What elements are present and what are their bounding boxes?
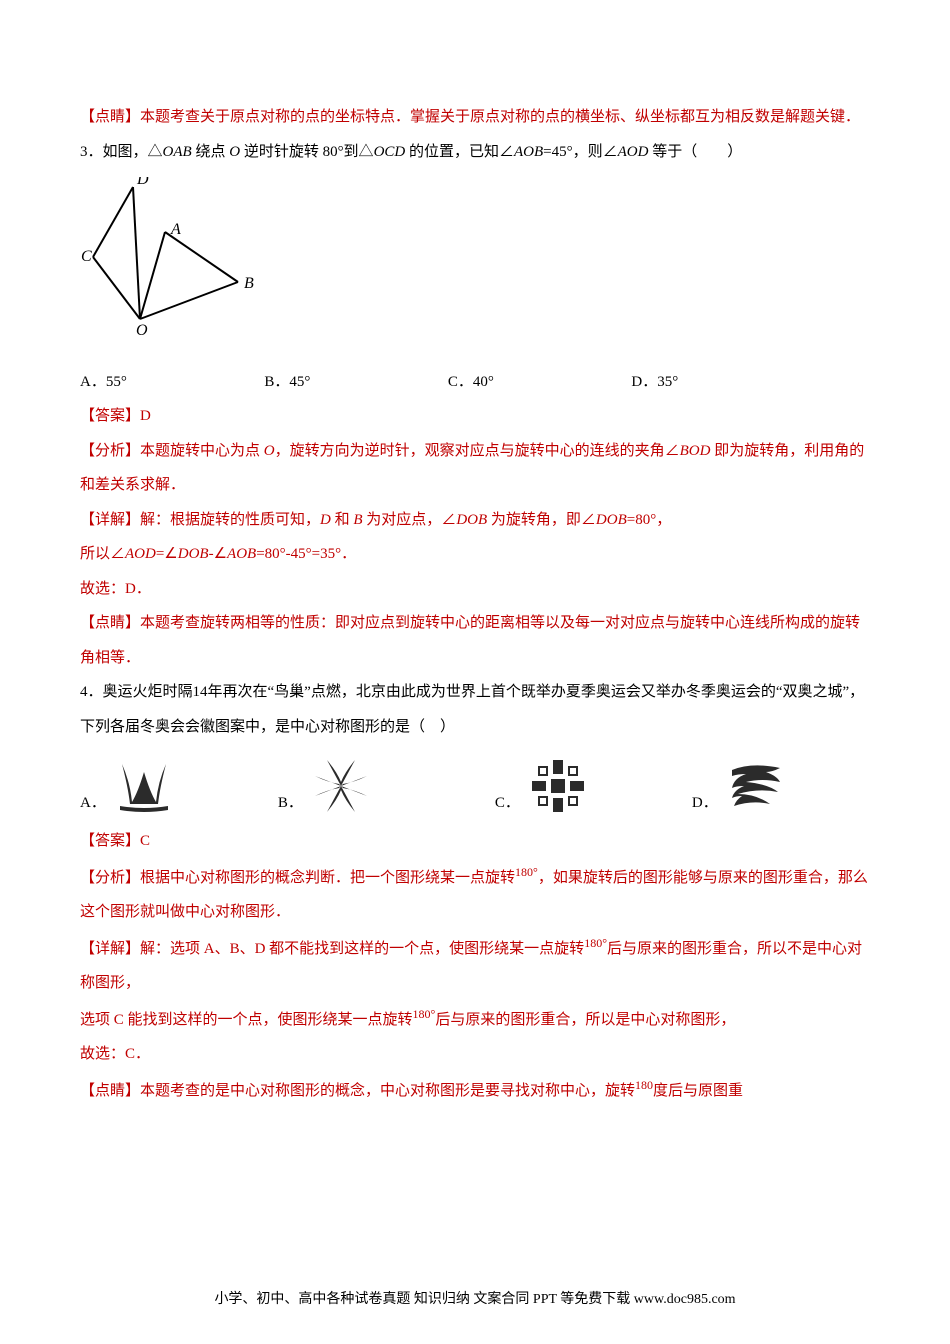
ana4-ang: 180°	[515, 865, 538, 879]
select-3: 故选：D．	[80, 572, 870, 607]
logo-b	[307, 752, 375, 820]
tip4-pre: 【点睛】本题考查的是中心对称图形的概念，中心对称图形是要寻找对称中心，旋转	[80, 1083, 635, 1099]
q3-aob: AOB	[514, 144, 543, 160]
d4l2a: 选项 C 能找到这样的一个点，使图形绕某一点旋转	[80, 1012, 413, 1028]
logo-c	[524, 752, 592, 820]
tip-3: 【点睛】本题考查旋转两相等的性质：即对应点到旋转中心的距离相等以及每一对对应点与…	[80, 606, 870, 675]
d3l1a: 【详解】解：根据旋转的性质可知，	[80, 512, 320, 528]
logo-a	[110, 752, 178, 820]
ana3-bod: BOD	[680, 443, 711, 459]
tip4-ang: 180	[635, 1078, 653, 1092]
analysis-3: 【分析】本题旋转中心为点 O，旋转方向为逆时针，观察对应点与旋转中心的连线的夹角…	[80, 434, 870, 503]
ana3-m1: ，旋转方向为逆时针，观察对应点与旋转中心的连线的夹角∠	[275, 443, 680, 459]
d3B: B	[353, 512, 362, 528]
q3-te: =45°，则∠	[543, 144, 617, 160]
analysis-4: 【分析】根据中心对称图形的概念判断．把一个图形绕某一点旋转180°，如果旋转后的…	[80, 859, 870, 930]
q4-text: 奥运火炬时隔14年再次在“鸟巢”点燃，北京由此成为世界上首个既举办夏季奥运会又举…	[80, 684, 864, 735]
opt4-C-label: C．	[495, 786, 520, 821]
q3-options: A．55° B．45° C．40° D．35°	[80, 365, 870, 400]
ana3-o: O	[264, 443, 275, 459]
q4-options-row: A． B．	[80, 752, 870, 820]
q3-tf: 等于（ ）	[648, 144, 742, 160]
d3l1c: 为对应点，∠	[363, 512, 457, 528]
tip-4: 【点睛】本题考查的是中心对称图形的概念，中心对称图形是要寻找对称中心，旋转180…	[80, 1072, 870, 1109]
d4a2: 180°	[413, 1007, 436, 1021]
select-4: 故选：C．	[80, 1037, 870, 1072]
detail-4-l1: 【详解】解：选项 A、B、D 都不能找到这样的一个点，使图形绕某一点旋转180°…	[80, 930, 870, 1001]
q3-tb: 绕点	[192, 144, 230, 160]
logo-d	[722, 752, 790, 820]
q4-num: 4．	[80, 684, 103, 700]
d4l2b: 后与原来的图形重合，所以是中心对称图形，	[435, 1012, 735, 1028]
d3aob: AOB	[227, 546, 256, 562]
d3l1e: =80°，	[627, 512, 671, 528]
opt3-C: C．40°	[448, 374, 494, 390]
q3-ocd: OCD	[374, 144, 406, 160]
d4a1: 180°	[584, 936, 607, 950]
svg-text:O: O	[136, 322, 148, 339]
d3dob: DOB	[456, 512, 487, 528]
q3-oab: OAB	[163, 144, 192, 160]
d3dob3: DOB	[178, 546, 209, 562]
q3-ta: 如图，△	[103, 144, 163, 160]
opt4-A-label: A．	[80, 786, 106, 821]
q3-diagram: D A C B O	[80, 177, 870, 361]
detail-4-l2: 选项 C 能找到这样的一个点，使图形绕某一点旋转180°后与原来的图形重合，所以…	[80, 1001, 870, 1038]
q3-tc: 逆时针旋转 80°到△	[240, 144, 374, 160]
opt4-B-label: B．	[278, 786, 303, 821]
svg-text:C: C	[81, 248, 92, 265]
answer-4: 【答案】C	[80, 824, 870, 859]
page-footer: 小学、初中、高中各种试卷真题 知识归纳 文案合同 PPT 等免费下载 www.d…	[0, 1288, 950, 1308]
opt3-D: D．35°	[631, 374, 678, 390]
q3-td: 的位置，已知∠	[405, 144, 514, 160]
tip4-post: 度后与原图重	[653, 1083, 743, 1099]
opt3-B: B．45°	[264, 374, 310, 390]
q3-o: O	[229, 144, 240, 160]
question-3: 3．如图，△OAB 绕点 O 逆时针旋转 80°到△OCD 的位置，已知∠AOB…	[80, 135, 870, 170]
ana3-pre: 【分析】本题旋转中心为点	[80, 443, 264, 459]
question-4: 4．奥运火炬时隔14年再次在“鸟巢”点燃，北京由此成为世界上首个既举办夏季奥运会…	[80, 675, 870, 744]
d3l1d: 为旋转角，即∠	[487, 512, 596, 528]
answer-3: 【答案】D	[80, 399, 870, 434]
d3l2c: -∠	[209, 546, 227, 562]
d3dob2: DOB	[596, 512, 627, 528]
svg-text:D: D	[136, 177, 149, 188]
svg-text:B: B	[244, 275, 254, 292]
detail-3-l1: 【详解】解：根据旋转的性质可知，D 和 B 为对应点，∠DOB 为旋转角，即∠D…	[80, 503, 870, 538]
ana4-pre: 【分析】根据中心对称图形的概念判断．把一个图形绕某一点旋转	[80, 870, 515, 886]
d3l1b: 和	[331, 512, 354, 528]
svg-text:A: A	[170, 221, 181, 238]
q3-num: 3．	[80, 144, 103, 160]
point-comment-1: 【点睛】本题考查关于原点对称的点的坐标特点．掌握关于原点对称的点的横坐标、纵坐标…	[80, 100, 870, 135]
d4l1a: 【详解】解：选项 A、B、D 都不能找到这样的一个点，使图形绕某一点旋转	[80, 941, 584, 957]
detail-3-l2: 所以∠AOD=∠DOB-∠AOB=80°-45°=35°．	[80, 537, 870, 572]
d3l2a: 所以∠	[80, 546, 125, 562]
d3aod: AOD	[125, 546, 156, 562]
d3D: D	[320, 512, 331, 528]
opt3-A: A．55°	[80, 374, 127, 390]
document-body: 【点睛】本题考查关于原点对称的点的坐标特点．掌握关于原点对称的点的横坐标、纵坐标…	[80, 100, 870, 1108]
d3l2d: =80°-45°=35°．	[256, 546, 356, 562]
d3l2b: =∠	[156, 546, 178, 562]
q3-aod: AOD	[618, 144, 649, 160]
opt4-D-label: D．	[692, 786, 718, 821]
